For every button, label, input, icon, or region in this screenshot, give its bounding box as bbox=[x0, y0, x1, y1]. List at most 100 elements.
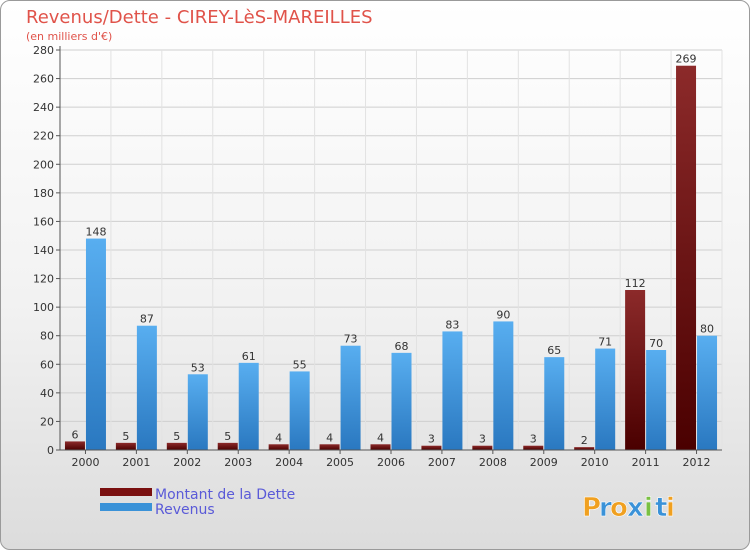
data-label: 112 bbox=[625, 277, 646, 290]
data-label: 61 bbox=[242, 350, 256, 363]
data-label: 148 bbox=[85, 226, 106, 239]
bar-dette-2001 bbox=[115, 442, 136, 450]
x-tick-label: 2008 bbox=[479, 456, 507, 469]
bar-dette-2008 bbox=[472, 445, 493, 450]
bar-revenus-2011 bbox=[646, 350, 667, 450]
y-tick-label: 80 bbox=[40, 330, 54, 343]
legend-swatch-revenus bbox=[100, 503, 152, 511]
data-label: 6 bbox=[71, 428, 78, 441]
bar-dette-2003 bbox=[217, 442, 238, 450]
y-tick-label: 260 bbox=[33, 73, 54, 86]
bars: 6 148 5 87 5 53 5 61 4 55 4 73 4 68 3 83 3 90 3 65 2 71 112 70 2… bbox=[64, 53, 718, 450]
data-label: 5 bbox=[173, 430, 180, 443]
y-tick-label: 60 bbox=[40, 358, 54, 371]
data-label: 4 bbox=[326, 431, 333, 444]
bar-dette-2007 bbox=[421, 445, 442, 450]
x-tick-label: 2004 bbox=[275, 456, 303, 469]
grid-lines bbox=[59, 49, 723, 451]
x-tick-label: 2003 bbox=[224, 456, 252, 469]
data-label: 2 bbox=[581, 434, 588, 447]
x-tick-label: 2009 bbox=[530, 456, 558, 469]
logo-letter: x bbox=[627, 493, 644, 523]
data-label: 55 bbox=[293, 358, 307, 371]
y-tick-label: 100 bbox=[33, 301, 54, 314]
bar-dette-2006 bbox=[370, 444, 391, 450]
proxiti-logo: Pro x i ti bbox=[582, 493, 676, 524]
chart-title: Revenus/Dette - CIREY-LèS-MAREILLES bbox=[26, 7, 373, 28]
bar-dette-2009 bbox=[523, 445, 544, 450]
data-label: 3 bbox=[530, 433, 537, 446]
bar-revenus-2003 bbox=[238, 362, 259, 450]
data-label: 4 bbox=[275, 431, 282, 444]
data-label: 269 bbox=[676, 53, 697, 66]
bar-revenus-2004 bbox=[289, 371, 310, 450]
logo-letter: r bbox=[599, 493, 612, 523]
legend-label-dette: Montant de la Dette bbox=[155, 487, 295, 503]
y-tick-label: 280 bbox=[33, 44, 54, 57]
data-label: 73 bbox=[344, 333, 358, 346]
bar-dette-2011 bbox=[625, 290, 646, 450]
bar-dette-2005 bbox=[319, 444, 340, 450]
bar-revenus-2002 bbox=[187, 374, 208, 450]
data-label: 5 bbox=[122, 430, 129, 443]
bar-dette-2012 bbox=[676, 65, 697, 450]
x-tick-label: 2002 bbox=[173, 456, 201, 469]
x-tick-label: 2006 bbox=[377, 456, 405, 469]
x-tick-label: 2007 bbox=[428, 456, 456, 469]
bar-dette-2002 bbox=[166, 442, 187, 450]
logo-letter: t bbox=[655, 493, 667, 523]
data-label: 68 bbox=[395, 340, 409, 353]
x-tick-label: 2011 bbox=[632, 456, 660, 469]
y-tick-label: 160 bbox=[33, 215, 54, 228]
bar-revenus-2010 bbox=[595, 348, 616, 450]
legend-label-revenus: Revenus bbox=[155, 502, 215, 518]
y-tick-label: 140 bbox=[33, 244, 54, 257]
data-label: 4 bbox=[377, 431, 384, 444]
data-label: 87 bbox=[140, 313, 154, 326]
y-tick-label: 240 bbox=[33, 101, 54, 114]
y-tick-label: 220 bbox=[33, 130, 54, 143]
bar-revenus-2001 bbox=[136, 325, 157, 450]
chart-subtitle: (en milliers d'€) bbox=[26, 30, 112, 43]
data-label: 5 bbox=[224, 430, 231, 443]
y-tick-label: 180 bbox=[33, 187, 54, 200]
data-label: 3 bbox=[428, 433, 435, 446]
x-tick-label: 2000 bbox=[71, 456, 99, 469]
data-label: 70 bbox=[649, 337, 663, 350]
y-tick-label: 200 bbox=[33, 158, 54, 171]
y-tick-label: 0 bbox=[47, 444, 54, 457]
bar-revenus-2000 bbox=[85, 238, 106, 450]
x-tick-label: 2010 bbox=[581, 456, 609, 469]
y-axis: 0 20 40 60 80 100 120 140 160 180 200 220 240 260 280 bbox=[33, 44, 61, 457]
y-tick-label: 40 bbox=[40, 387, 54, 400]
y-tick-label: 120 bbox=[33, 273, 54, 286]
bar-revenus-2006 bbox=[391, 352, 412, 450]
data-label: 83 bbox=[445, 318, 459, 331]
legend-swatch-dette bbox=[100, 488, 152, 496]
data-label: 65 bbox=[547, 344, 561, 357]
bar-dette-2004 bbox=[268, 444, 289, 450]
logo-letter: i bbox=[666, 493, 675, 523]
bar-revenus-2012 bbox=[697, 335, 718, 450]
data-label: 53 bbox=[191, 361, 205, 374]
bar-revenus-2009 bbox=[544, 357, 565, 450]
bar-dette-2010 bbox=[574, 447, 595, 450]
x-axis: 2000 2001 2002 2003 2004 2005 2006 2007 2008 2009… bbox=[60, 449, 722, 469]
logo-letter: i bbox=[644, 493, 653, 523]
data-label: 71 bbox=[598, 336, 612, 349]
bar-revenus-2005 bbox=[340, 345, 361, 450]
y-tick-label: 20 bbox=[40, 415, 54, 428]
data-label: 3 bbox=[479, 433, 486, 446]
x-tick-label: 2005 bbox=[326, 456, 354, 469]
legend: Montant de la Dette Revenus bbox=[100, 487, 295, 518]
x-tick-label: 2012 bbox=[683, 456, 711, 469]
bar-revenus-2008 bbox=[493, 321, 514, 450]
data-label: 80 bbox=[700, 323, 714, 336]
bar-revenus-2007 bbox=[442, 331, 463, 450]
data-label: 90 bbox=[496, 308, 510, 321]
logo-letter: o bbox=[610, 493, 628, 523]
bar-dette-2000 bbox=[64, 441, 85, 450]
x-tick-label: 2001 bbox=[122, 456, 150, 469]
